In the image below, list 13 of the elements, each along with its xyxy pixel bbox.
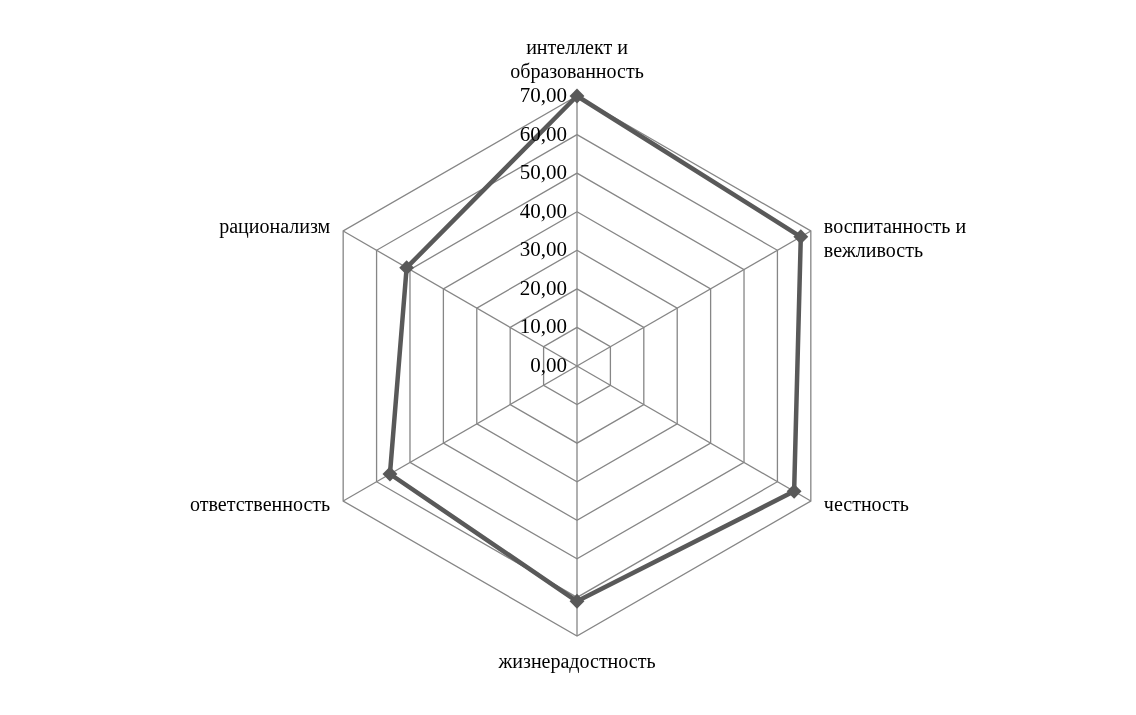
spoke-label: честность — [823, 493, 909, 516]
y-tick-label: 50,00 — [519, 160, 567, 185]
y-tick-label: 0,00 — [530, 353, 567, 377]
spoke-label: ответственность — [190, 493, 331, 516]
y-tick-label: 70,00 — [519, 83, 567, 107]
spoke-label: интеллект и образованность — [510, 35, 644, 83]
y-tick-label: 40,00 — [519, 198, 567, 223]
spoke-label: воспитанность и вежливость — [823, 214, 967, 261]
y-tick-label: 20,00 — [519, 275, 567, 300]
spoke-label: рационализм — [219, 214, 331, 238]
y-tick-label: 10,00 — [519, 314, 567, 339]
spoke-label: жизнерадостность — [497, 650, 656, 674]
y-tick-label: 30,00 — [519, 237, 567, 262]
